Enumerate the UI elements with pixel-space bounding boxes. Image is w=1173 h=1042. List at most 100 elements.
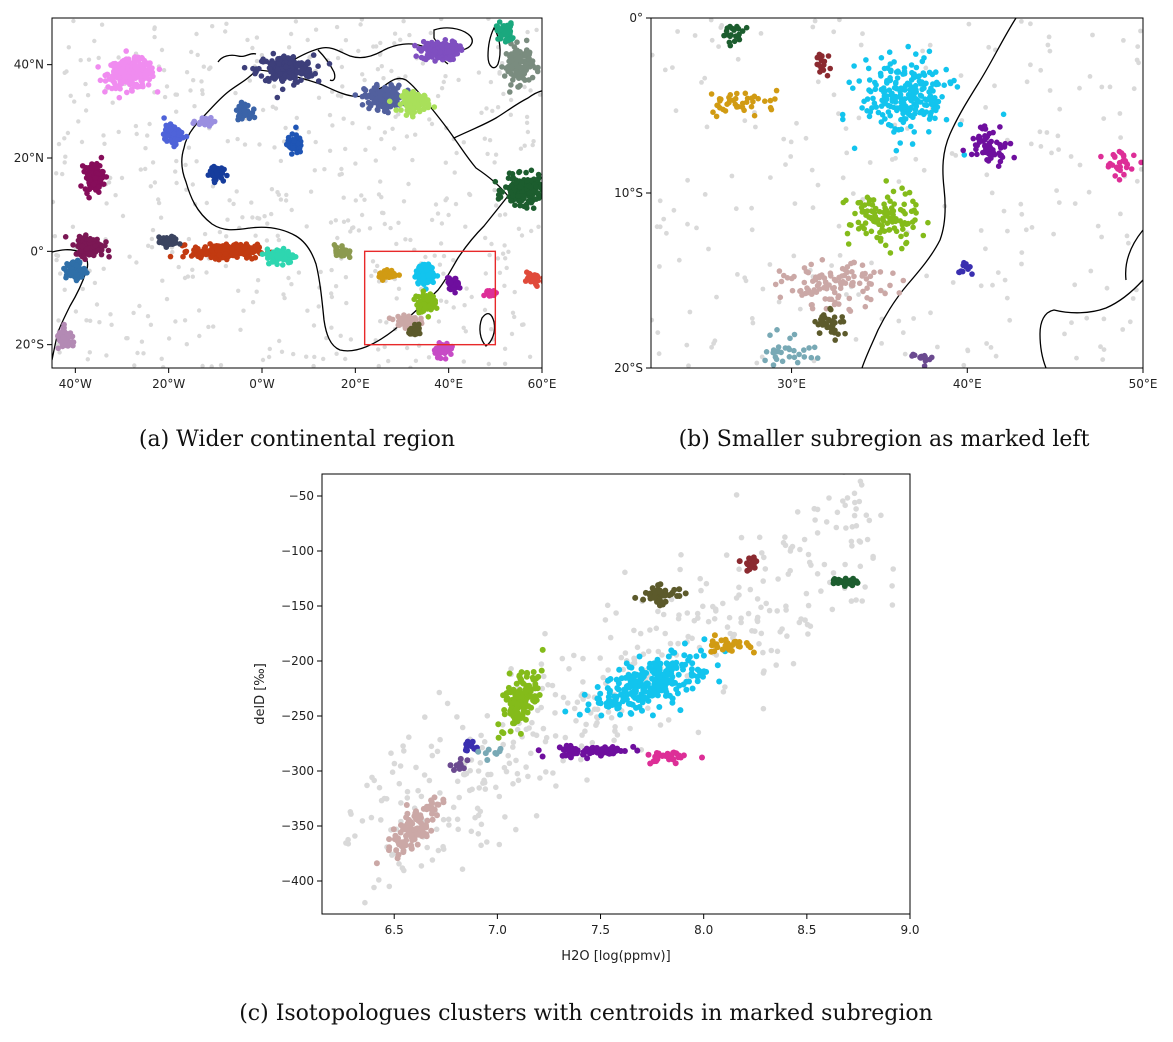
cluster-point [960, 147, 966, 154]
coastline-east-africa [861, 18, 1017, 368]
background-point [327, 148, 333, 153]
cluster-point [432, 297, 439, 304]
background-point [842, 502, 848, 509]
background-point [657, 264, 662, 269]
background-point [272, 145, 277, 150]
cluster-point [811, 287, 817, 293]
cluster-point [434, 39, 441, 46]
background-point [1087, 74, 1093, 79]
background-point [485, 151, 490, 157]
y-tick-label: 0° [629, 11, 643, 25]
background-point [438, 298, 444, 303]
cluster-point [908, 77, 915, 83]
background-point [1023, 227, 1029, 233]
background-point [427, 117, 432, 122]
background-point [513, 826, 519, 833]
background-point [404, 345, 410, 351]
background-point [890, 566, 896, 572]
cluster-point [222, 251, 229, 257]
background-point [139, 339, 145, 344]
x-tick-label: 30°E [777, 377, 806, 391]
cluster-point [171, 130, 177, 137]
cluster-point [846, 222, 853, 228]
background-point [735, 56, 741, 62]
cluster-point [665, 671, 672, 677]
cluster-point [880, 218, 887, 224]
cluster-point [934, 104, 941, 110]
background-point [235, 136, 240, 142]
cluster-point [861, 202, 868, 208]
background-point [92, 280, 98, 286]
cluster-point [235, 116, 241, 123]
cluster-point [628, 664, 635, 671]
background-point [510, 310, 516, 315]
background-point [379, 63, 384, 69]
cluster-point [352, 92, 359, 98]
background-point [436, 689, 443, 696]
background-point [1051, 231, 1056, 237]
cluster-point [512, 61, 519, 67]
background-point [543, 769, 549, 775]
cluster-point [632, 672, 639, 679]
cluster-point [881, 65, 888, 72]
cluster-point [647, 685, 654, 692]
background-point [661, 216, 667, 222]
background-point [170, 249, 175, 255]
background-point [1024, 79, 1030, 85]
background-point [545, 682, 551, 688]
background-point [1054, 188, 1059, 194]
cluster-point [238, 250, 244, 257]
background-point [653, 625, 660, 632]
background-point [462, 303, 467, 308]
cluster-point [779, 358, 786, 365]
background-point [286, 45, 292, 50]
background-point [349, 226, 355, 231]
cluster-point [430, 279, 437, 286]
cluster-point [377, 90, 383, 97]
cluster-point [791, 354, 798, 361]
background-point [304, 224, 309, 229]
background-point [284, 192, 289, 198]
background-point [528, 750, 534, 757]
cluster-point [689, 685, 696, 692]
cluster-point [269, 61, 276, 68]
background-point [668, 596, 675, 603]
cluster-point [864, 108, 870, 114]
background-point [356, 228, 362, 233]
background-point [378, 319, 383, 324]
cluster-point [523, 169, 529, 176]
background-point [489, 241, 494, 247]
cluster-point [839, 111, 846, 118]
cluster-point [260, 59, 267, 65]
background-point [76, 119, 81, 124]
cluster-point [421, 301, 428, 308]
background-point [475, 768, 482, 774]
background-point [949, 151, 955, 156]
background-point [805, 602, 812, 609]
cluster-point [735, 25, 742, 32]
background-point [124, 336, 129, 341]
background-point [760, 578, 766, 584]
background-point [60, 171, 65, 177]
background-point [364, 782, 370, 789]
background-point [413, 764, 419, 771]
background-point [413, 358, 419, 363]
cluster-point [782, 345, 789, 351]
cluster-point [517, 184, 524, 190]
cluster-point [512, 202, 518, 208]
cluster-point [66, 333, 73, 340]
background-point [864, 536, 871, 543]
background-point [202, 231, 208, 237]
cluster-point [856, 280, 863, 287]
cluster-point [916, 78, 923, 85]
background-point [889, 602, 896, 608]
cluster-point [437, 49, 443, 55]
cluster-point [182, 249, 188, 255]
cluster-point [286, 74, 292, 80]
cluster-point [411, 98, 417, 104]
cluster-point [880, 85, 887, 91]
cluster-point [291, 138, 298, 144]
background-point [415, 787, 421, 794]
cluster-point [887, 198, 893, 204]
background-point [656, 351, 662, 357]
